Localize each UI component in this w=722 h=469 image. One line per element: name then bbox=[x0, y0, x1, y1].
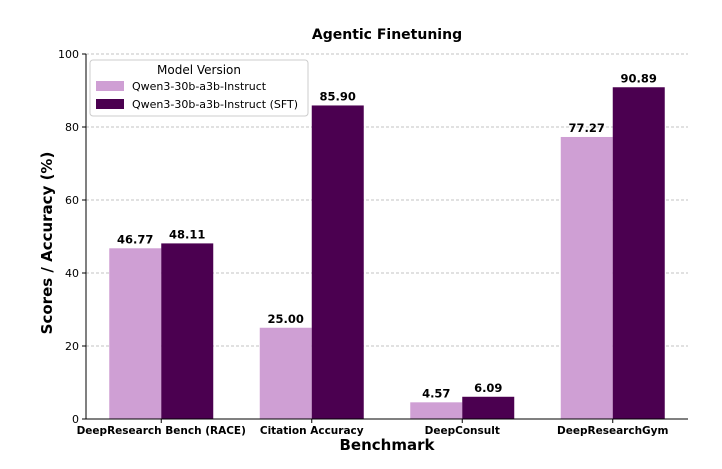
data-label: 77.27 bbox=[569, 121, 605, 135]
data-labels: 46.77 48.11 25.00 85.90 4.57 6.09 77.27 90.89 bbox=[117, 71, 657, 400]
y-axis-ticks: 0 20 40 60 80 100 bbox=[58, 48, 86, 426]
bar-instruct bbox=[259, 327, 312, 419]
bar-instruct-sft bbox=[311, 105, 364, 419]
y-tick-label: 40 bbox=[65, 267, 79, 280]
data-label: 85.90 bbox=[320, 89, 356, 103]
bar-instruct-sft bbox=[462, 396, 515, 419]
bar-instruct bbox=[410, 402, 463, 419]
chart-title: Agentic Finetuning bbox=[312, 27, 462, 43]
x-axis-ticks: DeepResearch Bench (RACE) Citation Accura… bbox=[77, 419, 669, 437]
x-tick-label: DeepConsult bbox=[425, 425, 500, 437]
x-tick-label: DeepResearch Bench (RACE) bbox=[77, 425, 246, 437]
data-label: 90.89 bbox=[621, 71, 657, 85]
legend: Model Version Qwen3-30b-a3b-Instruct Qwe… bbox=[89, 59, 309, 117]
legend-swatch-qwen3-instruct bbox=[96, 81, 124, 91]
data-label: 25.00 bbox=[268, 312, 304, 326]
legend-title: Model Version bbox=[157, 63, 241, 77]
data-label: 48.11 bbox=[169, 227, 205, 241]
y-tick-label: 80 bbox=[65, 121, 79, 134]
bar-instruct bbox=[109, 248, 162, 419]
legend-label-qwen3-instruct: Qwen3-30b-a3b-Instruct bbox=[132, 80, 267, 93]
y-axis-label: Scores / Accuracy (%) bbox=[38, 152, 56, 335]
x-tick-label: Citation Accuracy bbox=[260, 425, 364, 437]
bar-instruct-sft bbox=[161, 243, 214, 419]
bar-instruct-sft bbox=[612, 87, 665, 420]
y-tick-label: 100 bbox=[58, 48, 79, 61]
axes bbox=[85, 54, 688, 420]
x-tick-label: DeepResearchGym bbox=[557, 425, 668, 437]
y-tick-label: 60 bbox=[65, 194, 79, 207]
data-label: 46.77 bbox=[117, 232, 153, 246]
legend-swatch-qwen3-instruct-sft bbox=[96, 99, 124, 109]
data-label: 6.09 bbox=[474, 381, 502, 395]
legend-frame bbox=[89, 59, 309, 117]
x-axis-label: Benchmark bbox=[340, 436, 436, 454]
bar-instruct bbox=[560, 136, 613, 420]
y-tick-label: 20 bbox=[65, 340, 79, 353]
legend-label-qwen3-instruct-sft: Qwen3-30b-a3b-Instruct (SFT) bbox=[132, 98, 298, 111]
data-label: 4.57 bbox=[422, 386, 450, 400]
y-tick-label: 0 bbox=[72, 413, 79, 426]
bars bbox=[109, 87, 665, 420]
